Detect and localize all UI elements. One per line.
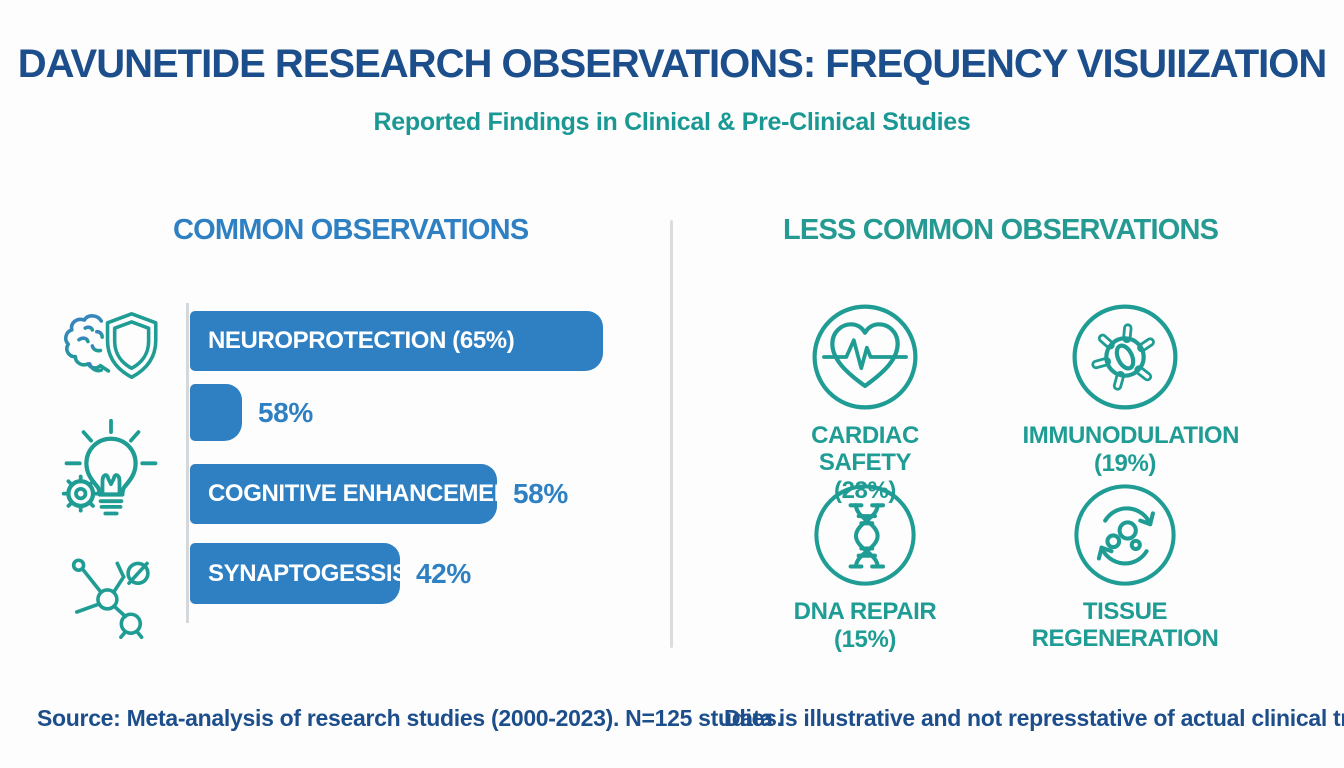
- synapse-network-icon: [66, 548, 156, 640]
- observation-dna-repair: DNA REPAIR (15%): [740, 481, 990, 653]
- bar-percent: 42%: [416, 557, 471, 589]
- less-common-observations-heading: LESS COMMON OBSERVATIONS: [783, 214, 1219, 246]
- observation-label: TISSUE REGENERATION: [1031, 598, 1219, 652]
- column-divider: [670, 220, 673, 648]
- brain-shield-icon: [62, 308, 162, 384]
- observation-label: DNA REPAIR: [793, 598, 937, 625]
- bar-cognitive-enhancement: COGNITIVE ENHANCEMENT: [190, 464, 497, 524]
- bar-row-synaptogenesis: SYNAPTOGESSIS 42%: [190, 543, 471, 604]
- observation-value: (15%): [833, 625, 897, 653]
- bar-neuroprotection: NEUROPROTECTION (65%): [190, 311, 603, 371]
- tissue-regeneration-icon: [1074, 484, 1176, 586]
- heart-ecg-icon: [812, 304, 918, 410]
- bar-synaptogenesis: SYNAPTOGESSIS: [190, 543, 400, 604]
- observation-label: IMMUNODULATION: [1022, 422, 1240, 449]
- bar-row-unlabeled: 58%: [190, 384, 313, 441]
- dna-helix-icon: [814, 484, 916, 586]
- source-note: Source: Meta-analysis of research studie…: [37, 705, 783, 731]
- bar-row-cognitive-enhancement: COGNITIVE ENHANCEMENT 58%: [190, 464, 568, 524]
- observation-label: CARDIAC SAFETY: [811, 422, 919, 476]
- bar-label: COGNITIVE ENHANCEMENT: [208, 480, 497, 507]
- observation-immunodulation: IMMUNODULATION (19%): [1000, 301, 1250, 477]
- bar-label: NEUROPROTECTION (65%): [208, 327, 515, 354]
- page-subtitle: Reported Findings in Clinical & Pre-Clin…: [373, 108, 971, 136]
- bar-row-neuroprotection: NEUROPROTECTION (65%): [190, 311, 619, 371]
- bar-unlabeled: [190, 384, 242, 441]
- observation-tissue-regeneration: TISSUE REGENERATION: [1000, 481, 1250, 653]
- bar-percent: 58%: [258, 396, 313, 428]
- observation-cardiac-safety: CARDIAC SAFETY (28%): [740, 301, 990, 504]
- disclaimer-note: Data is illustrative and not represstati…: [724, 705, 1344, 731]
- observation-value: (19%): [1093, 449, 1157, 477]
- bar-chart-axis: [186, 303, 189, 623]
- page-title: DAVUNETIDE RESEARCH OBSERVATIONS: FREQUE…: [17, 42, 1328, 86]
- bar-percent: 58%: [513, 478, 568, 509]
- bar-label: SYNAPTOGESSIS: [208, 559, 400, 587]
- immune-cell-icon: [1072, 304, 1178, 410]
- common-observations-heading: COMMON OBSERVATIONS: [173, 214, 529, 246]
- lightbulb-gear-icon: [58, 416, 164, 522]
